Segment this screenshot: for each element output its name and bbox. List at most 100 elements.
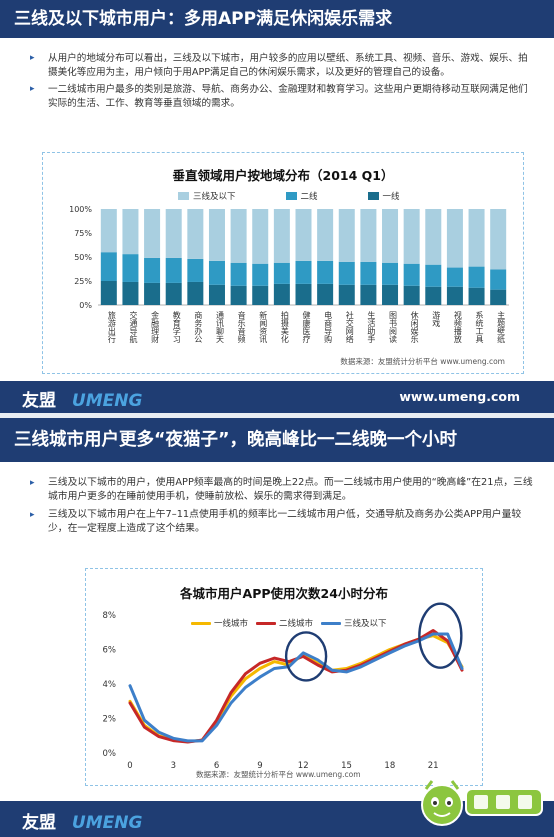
legend-item-tier3-line: 三线及以下 [321,617,387,629]
bar-chart-title: 垂直领域用户按地域分布（2014 Q1） [172,168,394,183]
line-chart-source: 数据来源：友盟统计分析平台 www.umeng.com [196,770,361,779]
bar-segment [317,209,334,261]
bar-segment [360,284,377,305]
bar-segment [295,283,312,305]
x-tick-label: 图书阅读 [389,311,398,344]
x-tick-label: 金融理财 [151,310,160,344]
x-tick-label: 新闻资讯 [259,310,268,344]
slide-2: 三线城市用户更多“夜猫子”，晚高峰比一二线晚一个小时 三线及以下城市的用户，使用… [0,418,554,837]
legend-item-tier2-line: 二线城市 [256,617,313,629]
line-chart-panel: 各城市用户APP使用次数24小时分布 一线城市 二线城市 三线及以下 数据来源：… [85,568,483,786]
umeng-logo: 友盟 UMENG [22,386,142,411]
bar-segment [165,257,182,283]
bar-segment [446,267,463,287]
bar-chart-panel: 垂直领域用户按地域分布（2014 Q1） 三线及以下 二线 一线 0% 25% 50… [42,152,524,374]
line-chart-legend: 一线城市 二线城市 三线及以下 [191,617,407,629]
bar-segment [252,263,269,286]
bar-segment [446,286,463,305]
logo-en-text-2: UMENG [71,813,143,833]
slide-2-title: 三线城市用户更多“夜猫子”，晚高峰比一二线晚一个小时 [0,418,554,462]
legend-item-tier2: 二线 [285,190,318,202]
bar-segment [468,266,485,288]
y-tick-label: 25% [74,277,92,286]
x-tick-label: 休闲娱乐 [410,310,419,343]
x-tick-label: 健康医疗 [302,310,311,344]
slide-2-footer: 友盟 UMENG [0,801,554,837]
legend-label-tier1-line: 一线城市 [214,619,249,629]
x-tick-label: 教育学习 [172,310,181,344]
watermark-text-shape [465,788,543,816]
logo-cn-text: 友盟 [22,391,56,411]
slide-1-bullet-1: 从用户的地域分布可以看出，三线及以下城市，用户较多的应用以壁纸、系统工具、视频、… [30,52,536,79]
x-tick-label: 音乐音频 [237,310,246,344]
bar-segment [230,285,247,305]
slide-1-bullet-2: 一二线城市用户最多的类别是旅游、导航、商务办公、金融理财和教育学习。这些用户更期… [30,83,536,110]
bar-segment [208,284,225,305]
bar-segment [338,261,355,285]
legend-line-tier2 [256,621,277,625]
y-tick-label: 0% [79,301,92,310]
legend-label-tier2-line: 二线城市 [279,619,314,629]
legend-swatch-tier1 [367,192,379,200]
legend-swatch-tier2 [285,192,297,200]
x-tick-label: 视频播放 [453,310,462,344]
bar-segment [165,282,182,305]
legend-line-tier1 [191,621,211,625]
bar-segment [230,262,247,286]
bar-segment [230,209,247,263]
x-tick-label: 电商导购 [324,310,333,344]
x-tick-label: 主题壁纸 [497,310,506,344]
slide-2-bullet-2: 三线及以下城市用户在上午7–11点使用手机的频率比一二线城市用户低，交通导航及商… [30,508,536,536]
bar-segment [382,209,399,263]
bar-segment [446,209,463,268]
bar-segment [360,261,377,285]
bar-segment [338,209,355,262]
legend-label-tier3: 三线及以下 [193,192,236,202]
slide-1-footer: 友盟 UMENG www.umeng.com [0,381,554,413]
slide-1-bullets: 从用户的地域分布可以看出，三线及以下城市，用户较多的应用以壁纸、系统工具、视频、… [30,52,536,114]
bar-chart-svg: 0% 25% 50% 75% 100% 旅游出行 交通导航 金融理财 教育学习 商务办公 通讯聊天 音… [69,205,509,344]
logo-cn-text-2: 友盟 [22,813,56,833]
bar-segment [382,284,399,305]
footer-url: www.umeng.com [399,389,520,404]
bar-segment [425,209,442,265]
x-tick-label: 旅游出行 [107,310,116,344]
slide-1-title: 三线及以下城市用户：多用APP满足休闲娱乐需求 [0,0,554,38]
bar-segment [144,282,161,305]
bar-segment [144,209,161,258]
x-tick-label: 拍摄美化 [280,310,289,344]
bar-segment [490,209,507,270]
bar-segment [208,260,225,285]
bar-segment [100,209,117,253]
slide-2-bullet-1: 三线及以下城市的用户，使用APP频率最高的时间是晚上22点。而一二线城市用户使用… [30,476,536,504]
watermark-logo [421,780,543,826]
x-tick-label: 游戏 [432,310,441,328]
bar-segment [122,254,139,282]
bar-segment [187,258,204,282]
legend-swatch-tier3 [178,192,189,200]
bar-segment [122,281,139,305]
legend-label-tier1: 一线 [382,192,400,202]
line-chart-title: 各城市用户APP使用次数24小时分布 [180,586,388,601]
slide-gap [0,413,554,418]
bar-segment [187,281,204,305]
bar-segment [490,289,507,305]
x-tick-label: 生活助手 [367,310,376,344]
bar-segment [252,285,269,305]
x-tick-label: 交通导航 [129,310,138,344]
bar-segment [403,285,420,305]
logo-en-text: UMENG [71,391,143,411]
bar-segment [317,283,334,305]
bar-segment [100,281,117,305]
legend-label-tier3-line: 三线及以下 [344,619,387,629]
bar-segment [338,284,355,305]
legend-line-tier3 [321,621,342,625]
bar-segment [144,257,161,283]
legend-item-tier1: 一线 [367,190,400,202]
bar-segment [273,283,290,305]
x-tick-label: 社交网络 [345,310,354,344]
bar-segment [468,287,485,305]
y-tick-label: 50% [74,253,92,262]
bar-segment [208,209,225,261]
bar-segment [187,209,204,259]
